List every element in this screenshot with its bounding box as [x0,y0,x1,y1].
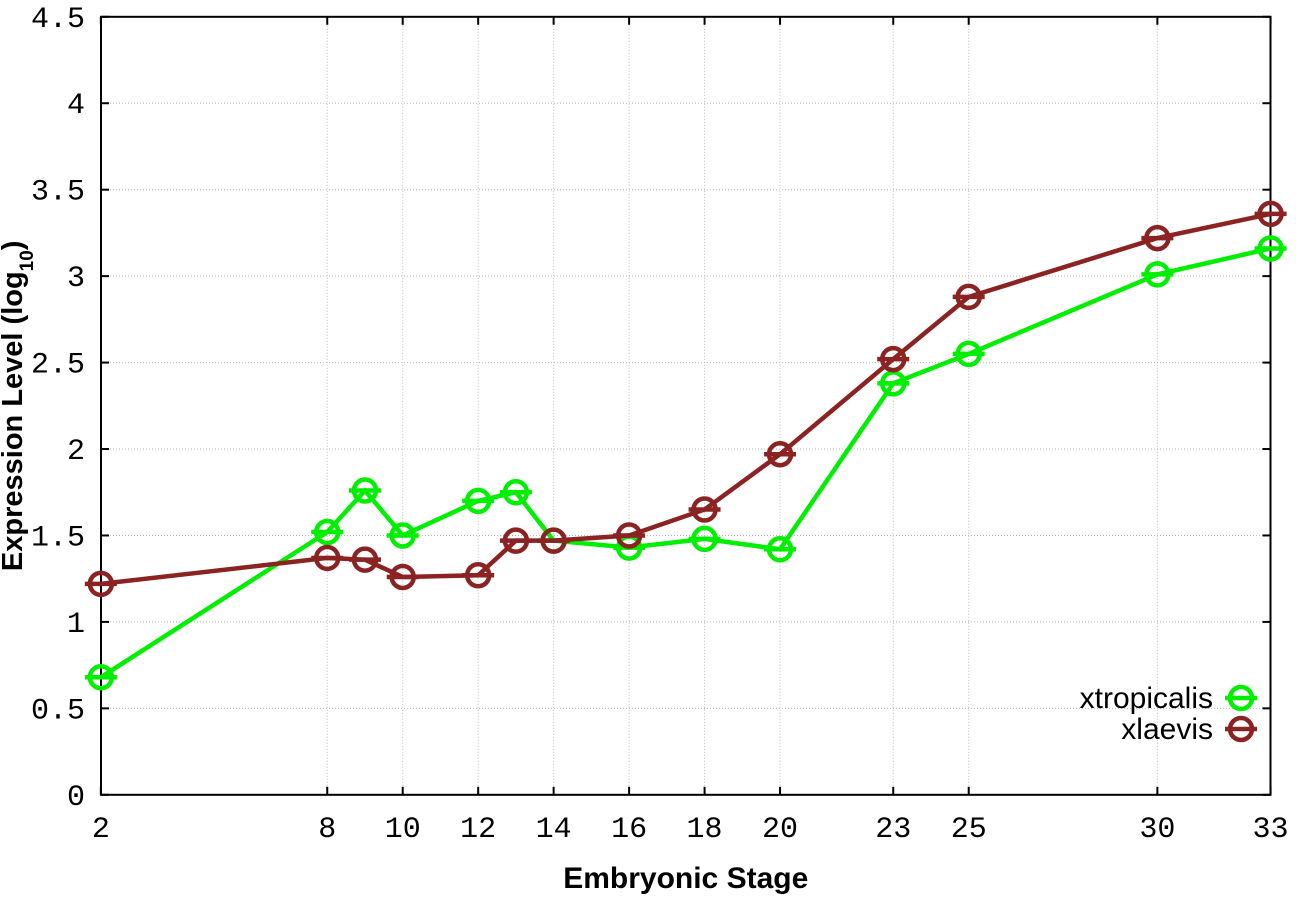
svg-text:14: 14 [536,813,572,847]
svg-text:23: 23 [875,813,911,847]
svg-text:10: 10 [385,813,421,847]
svg-text:2: 2 [92,813,110,847]
svg-text:2.5: 2.5 [31,349,85,383]
svg-text:xtropicalis: xtropicalis [1080,682,1213,715]
svg-text:30: 30 [1139,813,1175,847]
svg-text:3.5: 3.5 [31,176,85,210]
svg-text:8: 8 [318,813,336,847]
svg-text:4: 4 [67,89,85,123]
svg-text:0.5: 0.5 [31,694,85,728]
svg-text:Embryonic Stage: Embryonic Stage [563,862,808,895]
svg-text:12: 12 [460,813,496,847]
svg-text:3: 3 [67,262,85,296]
svg-text:33: 33 [1253,813,1289,847]
svg-text:16: 16 [611,813,647,847]
svg-text:20: 20 [762,813,798,847]
svg-text:0: 0 [67,781,85,815]
svg-text:1: 1 [67,608,85,642]
svg-text:1.5: 1.5 [31,521,85,555]
svg-text:25: 25 [951,813,987,847]
svg-text:2: 2 [67,435,85,469]
svg-text:18: 18 [687,813,723,847]
svg-text:xlaevis: xlaevis [1121,713,1213,746]
svg-text:4.5: 4.5 [31,3,85,37]
